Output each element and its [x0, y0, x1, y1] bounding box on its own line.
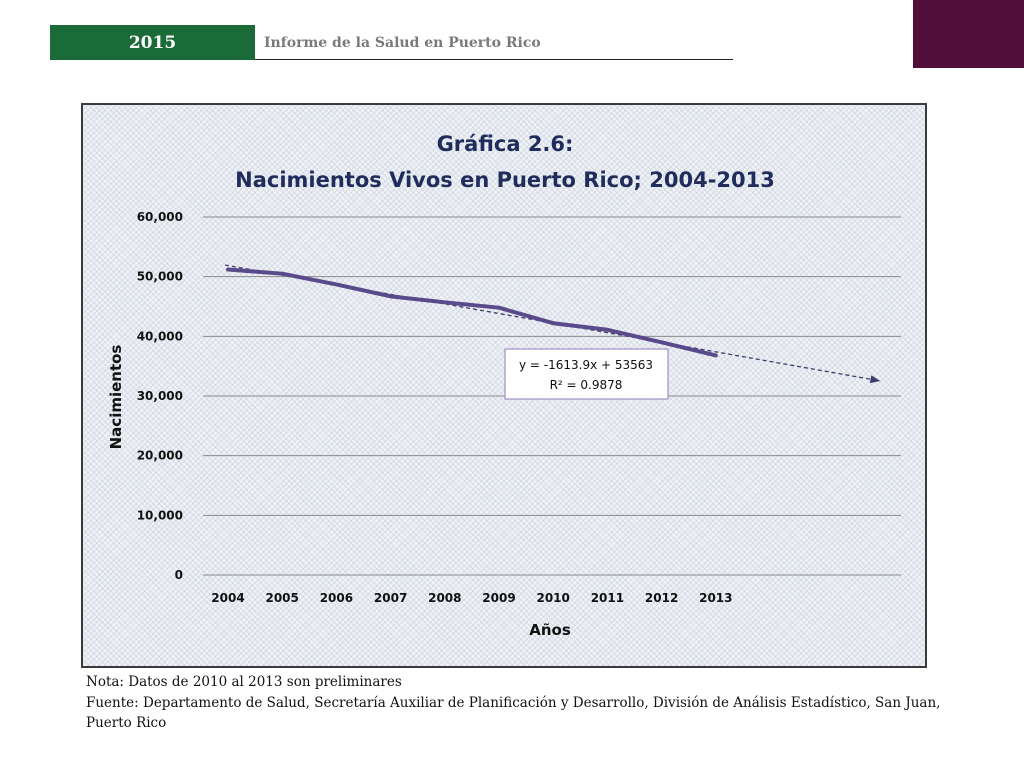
- x-tick-label: 2010: [536, 591, 569, 605]
- x-tick-label: 2007: [374, 591, 407, 605]
- x-tick-label: 2008: [428, 591, 461, 605]
- trendline-equation: y = -1613.9x + 53563: [519, 358, 653, 372]
- x-tick-label: 2013: [699, 591, 732, 605]
- y-tick-label: 0: [175, 568, 183, 582]
- trendline-r-squared: R² = 0.9878: [550, 378, 623, 392]
- header-title: Informe de la Salud en Puerto Rico: [264, 35, 541, 51]
- y-tick-label: 50,000: [137, 270, 183, 284]
- y-axis-label: Nacimientos: [107, 345, 125, 450]
- corner-decoration: [913, 0, 1024, 68]
- x-tick-label: 2009: [482, 591, 515, 605]
- chart: Gráfica 2.6: Nacimientos Vivos en Puerto…: [107, 132, 901, 639]
- y-tick-label: 40,000: [137, 329, 183, 343]
- source-text: Fuente: Departamento de Salud, Secretarí…: [86, 695, 941, 731]
- series-group: [226, 267, 718, 358]
- chart-title: Gráfica 2.6:: [437, 132, 574, 156]
- chart-frame: Gráfica 2.6: Nacimientos Vivos en Puerto…: [81, 103, 927, 668]
- x-tick-label: 2012: [645, 591, 678, 605]
- series-line: [226, 267, 718, 358]
- y-tick-label: 10,000: [137, 508, 183, 522]
- y-tick-label: 60,000: [137, 210, 183, 224]
- y-tick-label: 30,000: [137, 389, 183, 403]
- trendline-equation-box: y = -1613.9x + 53563 R² = 0.9878: [504, 348, 669, 400]
- x-axis-ticks: 2004 2005 2006 2007 2008 2009 2010 2011 2012 2013: [211, 591, 732, 605]
- x-tick-label: 2005: [265, 591, 298, 605]
- gridlines: [203, 216, 901, 576]
- header-year: 2015: [128, 32, 177, 53]
- note-text: Nota: Datos de 2010 al 2013 son prelimin…: [86, 674, 402, 690]
- equation-box-background: [504, 348, 669, 400]
- x-tick-label: 2004: [211, 591, 244, 605]
- header-rule: [255, 59, 733, 60]
- header-year-badge: 2015: [50, 25, 255, 60]
- y-axis-ticks: 0 10,000 20,000 30,000 40,000 50,000 60,000: [137, 210, 183, 582]
- chart-subtitle: Nacimientos Vivos en Puerto Rico; 2004-2…: [235, 168, 775, 192]
- x-tick-label: 2006: [320, 591, 353, 605]
- x-axis-label: Años: [529, 621, 571, 639]
- x-tick-label: 2011: [591, 591, 624, 605]
- y-tick-label: 20,000: [137, 449, 183, 463]
